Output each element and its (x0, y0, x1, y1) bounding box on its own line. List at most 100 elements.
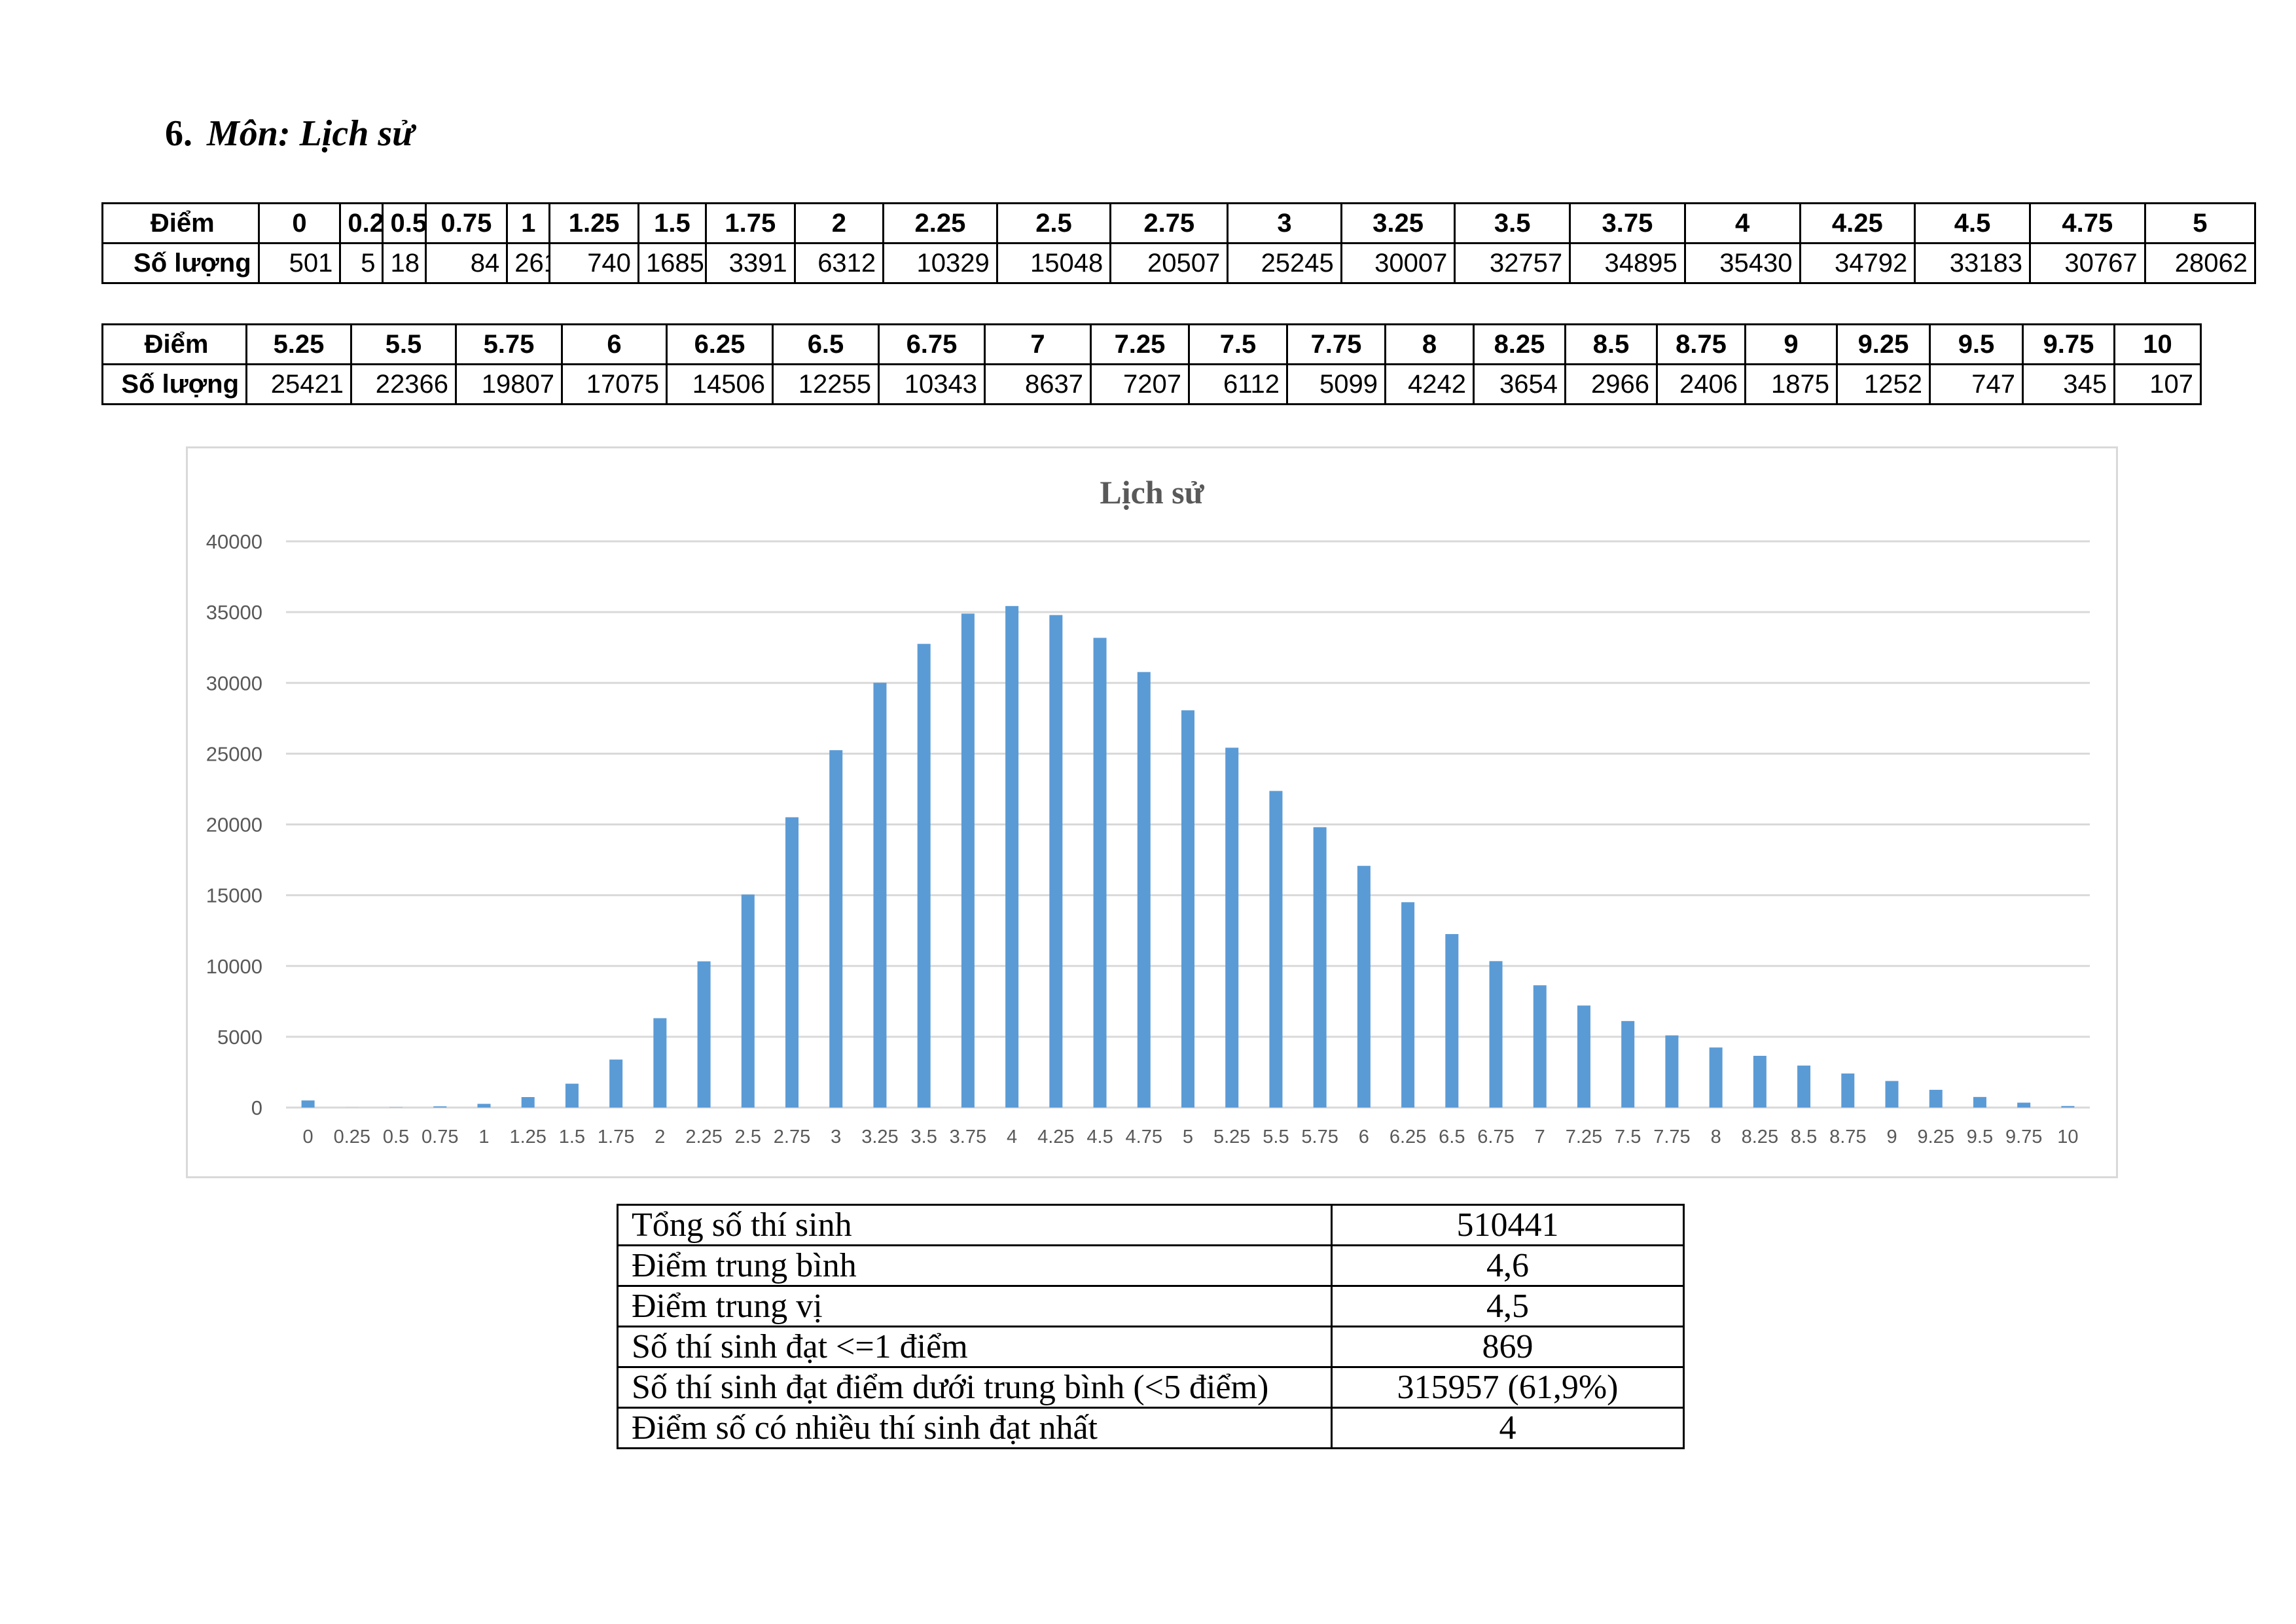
histogram-bar (1577, 1005, 1590, 1108)
count-cell: 35430 (1683, 242, 1801, 284)
count-cell: 25421 (245, 363, 352, 405)
x-tick-label: 6 (1359, 1127, 1369, 1147)
section-subject: Môn: Lịch sử (207, 113, 414, 154)
count-row: Số lượng 25421 22366 19807 17075 14506 1… (101, 363, 2202, 405)
histogram-bar (565, 1083, 579, 1108)
x-tick-label: 5.5 (1263, 1127, 1289, 1147)
histogram-bar (1093, 638, 1107, 1108)
histogram-bar (653, 1018, 667, 1108)
count-cell: 7207 (1090, 363, 1190, 405)
summary-value: 510441 (1331, 1204, 1685, 1246)
score-cell: 9.75 (2022, 323, 2115, 365)
count-cell: 740 (548, 242, 639, 284)
chart-plot: 0 5000 10000 15000 20000 25000 30000 35000 40000… (206, 530, 2090, 1147)
score-cell: 9.25 (1836, 323, 1931, 365)
histogram-bar (873, 683, 887, 1108)
count-cell: 28062 (2144, 242, 2257, 284)
histogram-bar (477, 1104, 491, 1108)
score-cell: 6.25 (666, 323, 774, 365)
score-cell: 5.5 (350, 323, 457, 365)
row-label-score: Điểm (101, 323, 247, 365)
x-tick-label: 3.75 (950, 1127, 986, 1147)
x-tick-label: 5.75 (1301, 1127, 1338, 1147)
histogram-bar (1445, 933, 1459, 1108)
summary-value: 4,5 (1331, 1285, 1685, 1327)
score-cell: 7.25 (1090, 323, 1190, 365)
histogram-bar (1049, 615, 1063, 1108)
x-tick-label: 4.25 (1037, 1127, 1074, 1147)
x-tick-label: 4.5 (1086, 1127, 1113, 1147)
x-tick-label: 1 (478, 1127, 489, 1147)
histogram-bar (609, 1059, 623, 1108)
x-tick-label: 3.5 (911, 1127, 937, 1147)
x-tick-label: 8 (1711, 1127, 1721, 1147)
row-label-score: Điểm (101, 202, 260, 244)
score-cell: 3.75 (1569, 202, 1686, 244)
histogram-bar (433, 1106, 447, 1108)
summary-value: 4 (1331, 1407, 1685, 1449)
y-tick-label: 5000 (217, 1026, 262, 1049)
score-cell: 5 (2144, 202, 2257, 244)
x-tick-label: 2.25 (685, 1127, 722, 1147)
histogram-bar (1357, 865, 1371, 1108)
histogram-bar (2061, 1106, 2075, 1108)
count-cell: 5099 (1286, 363, 1386, 405)
count-cell: 1685 (637, 242, 707, 284)
x-tick-label: 8.25 (1742, 1127, 1778, 1147)
count-cell: 107 (2113, 363, 2202, 405)
x-tick-label: 7 (1535, 1127, 1545, 1147)
count-cell: 345 (2022, 363, 2115, 405)
count-cell: 261 (506, 242, 551, 284)
y-tick-label: 25000 (206, 742, 262, 765)
x-tick-label: 0.75 (422, 1127, 458, 1147)
x-tick-label: 7.75 (1653, 1127, 1690, 1147)
summary-label: Điểm số có nhiều thí sinh đạt nhất (617, 1407, 1333, 1449)
score-cell: 2 (793, 202, 885, 244)
histogram-bar (917, 643, 931, 1108)
score-table-1: Điểm 0 0.25 0.5 0.75 1 1.25 1.5 1.75 2 2… (101, 202, 2257, 284)
summary-row: Điểm số có nhiều thí sinh đạt nhất 4 (617, 1407, 1685, 1449)
count-cell: 34895 (1569, 242, 1686, 284)
count-cell: 6112 (1188, 363, 1288, 405)
count-cell: 1875 (1744, 363, 1838, 405)
count-cell: 2406 (1656, 363, 1746, 405)
score-cell: 9 (1744, 323, 1838, 365)
summary-label: Điểm trung bình (617, 1244, 1333, 1287)
section-number: 6. (165, 113, 192, 154)
score-cell: 1.25 (548, 202, 639, 244)
x-tick-label: 9.5 (1967, 1127, 1993, 1147)
count-cell: 501 (257, 242, 342, 284)
score-cell: 1.5 (637, 202, 707, 244)
score-cell: 6 (561, 323, 668, 365)
score-cell: 0.75 (424, 202, 509, 244)
x-tick-label: 8.5 (1791, 1127, 1817, 1147)
x-tick-label: 6.75 (1477, 1127, 1514, 1147)
histogram-bar (1621, 1020, 1635, 1108)
histogram-bar (1533, 985, 1547, 1108)
score-cell: 2.5 (996, 202, 1112, 244)
score-cell: 2.75 (1109, 202, 1229, 244)
score-cell: 4.25 (1799, 202, 1916, 244)
y-tick-label: 15000 (206, 884, 262, 907)
row-label-count: Số lượng (101, 363, 247, 405)
histogram-bar (1885, 1081, 1899, 1108)
score-cell: 3.25 (1340, 202, 1456, 244)
score-cell: 8.5 (1564, 323, 1658, 365)
count-cell: 15048 (996, 242, 1112, 284)
histogram-bar (1665, 1035, 1679, 1108)
chart-title: Lịch sử (1100, 474, 1204, 511)
y-tick-label: 40000 (206, 530, 262, 553)
x-tick-label: 7.25 (1566, 1127, 1602, 1147)
x-tick-label: 0 (303, 1127, 314, 1147)
x-tick-label: 0.25 (334, 1127, 370, 1147)
count-cell: 6312 (793, 242, 885, 284)
y-tick-label: 10000 (206, 955, 262, 978)
x-tick-label: 3 (831, 1127, 841, 1147)
histogram-bar (1841, 1073, 1855, 1108)
section-title: 6. Môn: Lịch sử (165, 113, 414, 154)
count-cell: 19807 (455, 363, 563, 405)
histogram-bar (1313, 827, 1327, 1108)
x-tick-label: 4.75 (1126, 1127, 1162, 1147)
score-cell: 10 (2113, 323, 2202, 365)
count-cell: 5 (339, 242, 384, 284)
